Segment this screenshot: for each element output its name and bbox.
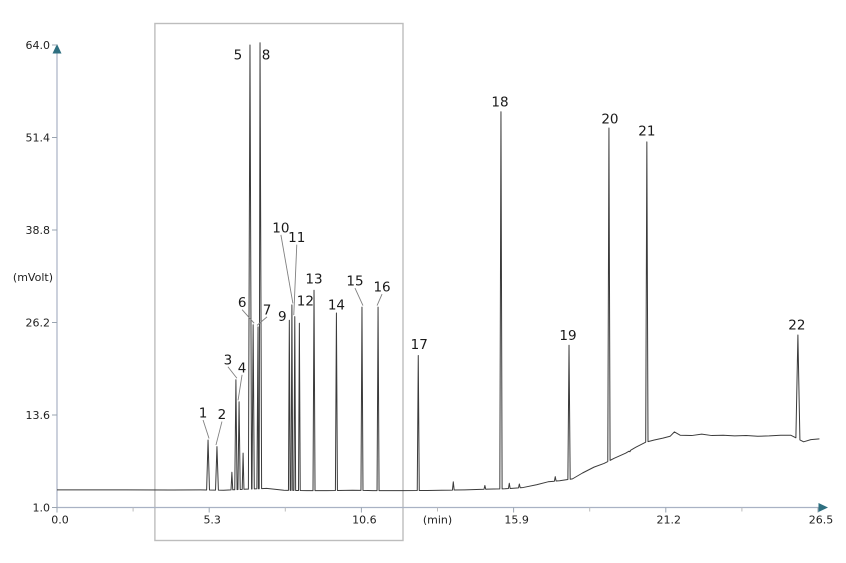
peak-label-3: 3 bbox=[224, 352, 233, 368]
y-axis-unit-label: (mVolt) bbox=[13, 271, 53, 284]
y-tick-label: 38.8 bbox=[26, 224, 51, 237]
peak-label-11: 11 bbox=[288, 230, 305, 246]
peak-label-13: 13 bbox=[305, 272, 322, 288]
x-tick-label: 15.9 bbox=[504, 514, 529, 527]
y-tick-label: 64.0 bbox=[26, 39, 51, 52]
x-tick-label: 26.5 bbox=[809, 514, 834, 527]
peak-leader-line-16 bbox=[376, 293, 383, 306]
x-tick-label: 0.0 bbox=[51, 514, 69, 527]
peak-label-12: 12 bbox=[297, 294, 314, 310]
peak-label-14: 14 bbox=[328, 297, 345, 313]
peak-label-5: 5 bbox=[234, 48, 243, 64]
peak-leader-line-4 bbox=[237, 374, 243, 401]
peak-label-18: 18 bbox=[491, 94, 508, 110]
x-tick-label: 21.2 bbox=[657, 514, 682, 527]
y-axis-arrow-icon bbox=[52, 44, 62, 54]
peak-leader-line-11 bbox=[293, 244, 298, 316]
peak-label-2: 2 bbox=[218, 407, 227, 423]
peak-label-21: 21 bbox=[638, 123, 655, 139]
y-tick-label: 26.2 bbox=[26, 317, 51, 330]
x-axis-arrow-icon bbox=[818, 503, 828, 512]
y-tick-label: 1.0 bbox=[33, 502, 51, 515]
peak-leader-line-15 bbox=[354, 287, 364, 306]
peak-label-16: 16 bbox=[373, 280, 390, 296]
peak-label-10: 10 bbox=[272, 220, 289, 236]
y-tick-label: 13.6 bbox=[26, 409, 51, 422]
y-tick-label: 51.4 bbox=[26, 132, 51, 145]
peak-leader-line-2 bbox=[215, 421, 223, 446]
x-tick-label: 10.6 bbox=[352, 514, 377, 527]
peak-label-7: 7 bbox=[263, 302, 272, 318]
peak-label-15: 15 bbox=[346, 274, 363, 290]
peak-label-6: 6 bbox=[238, 295, 247, 311]
peak-leader-line-10 bbox=[280, 234, 294, 304]
chromatogram-trace bbox=[57, 42, 820, 492]
peak-leader-line-1 bbox=[202, 419, 210, 439]
peak-label-9: 9 bbox=[278, 309, 287, 325]
peak-label-22: 22 bbox=[788, 317, 805, 333]
x-tick-label: 5.3 bbox=[203, 514, 221, 527]
peak-label-19: 19 bbox=[559, 328, 576, 344]
peak-leader-line-3 bbox=[227, 366, 238, 379]
peak-label-1: 1 bbox=[199, 405, 208, 421]
peak-label-17: 17 bbox=[411, 337, 428, 353]
peak-label-8: 8 bbox=[262, 47, 271, 63]
peak-label-4: 4 bbox=[238, 360, 247, 376]
peak-leader-line-7 bbox=[256, 316, 268, 326]
highlight-box bbox=[154, 22, 404, 542]
peak-label-20: 20 bbox=[601, 111, 618, 127]
x-axis-unit-label: (min) bbox=[423, 514, 452, 527]
peak-leader-line-6 bbox=[241, 309, 255, 324]
